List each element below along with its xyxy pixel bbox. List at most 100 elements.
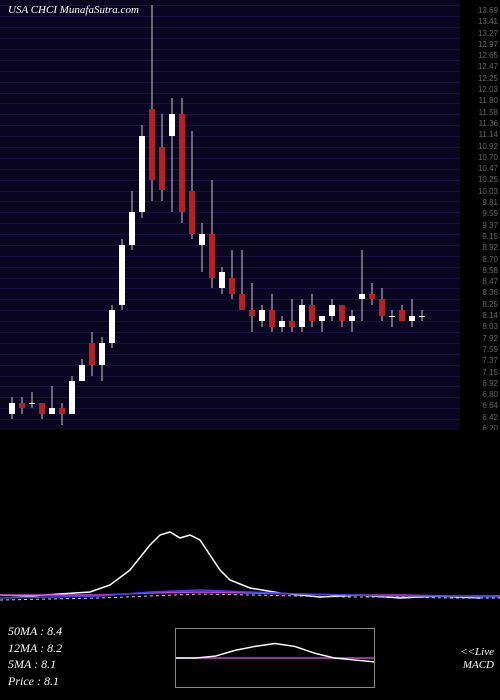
price-label: 10.70 [478, 153, 498, 162]
price-label: 13.69 [478, 6, 498, 15]
candle [268, 0, 276, 430]
price-label: 8.92 [482, 243, 498, 252]
candle [88, 0, 96, 430]
candle [138, 0, 146, 430]
price-label: 6.80 [482, 390, 498, 399]
separator-area [0, 430, 500, 510]
price-label: 12.03 [478, 85, 498, 94]
candle [408, 0, 416, 430]
candle [188, 0, 196, 430]
candle [58, 0, 66, 430]
candle [418, 0, 426, 430]
price-label: 6.64 [482, 401, 498, 410]
price-label: 10.47 [478, 164, 498, 173]
ma5-label: 5MA : [8, 657, 38, 671]
candle [78, 0, 86, 430]
live-macd-label: <<Live MACD [460, 646, 494, 672]
price-axis-labels: 13.69 13.41 13.27 12.97 12.65 12.47 12.25 12.03… [462, 0, 498, 430]
price-label: 13.27 [478, 29, 498, 38]
ma12-label: 12MA : [8, 641, 44, 655]
candle [178, 0, 186, 430]
moving-average-info: 50MA : 8.4 12MA : 8.2 5MA : 8.1 Price : … [8, 623, 62, 690]
candle [148, 0, 156, 430]
candle [368, 0, 376, 430]
candle [248, 0, 256, 430]
candlestick-chart [0, 0, 460, 430]
candle [128, 0, 136, 430]
candle [378, 0, 386, 430]
price-label: 7.15 [482, 368, 498, 377]
candle [118, 0, 126, 430]
price-label: 10.03 [478, 187, 498, 196]
ma12-value: 8.2 [47, 641, 62, 655]
price-label: 7.59 [482, 345, 498, 354]
price-label: 6.42 [482, 413, 498, 422]
candle [158, 0, 166, 430]
price-label: 11.80 [479, 96, 498, 105]
ma5-value: 8.1 [41, 657, 56, 671]
price-label: 9.59 [482, 209, 498, 218]
candle [198, 0, 206, 430]
stock-chart-container: USA CHCI MunafaSutra.com 13.69 13.41 13.27… [0, 0, 500, 700]
price-label: 13.41 [478, 17, 498, 26]
candle [18, 0, 26, 430]
price-label: 9.15 [482, 232, 498, 241]
price-label: Price : [8, 674, 41, 688]
candle [258, 0, 266, 430]
price-label: 9.81 [482, 198, 498, 207]
candle [308, 0, 316, 430]
candle [8, 0, 16, 430]
candle [358, 0, 366, 430]
price-label: 12.47 [478, 62, 498, 71]
source-label: MunafaSutra.com [60, 4, 139, 16]
candle [388, 0, 396, 430]
candle [318, 0, 326, 430]
candle [168, 0, 176, 430]
price-label: 11.58 [479, 108, 498, 117]
price-label: 6.92 [482, 379, 498, 388]
candle [338, 0, 346, 430]
candle [348, 0, 356, 430]
candle [238, 0, 246, 430]
live-label-line1: <<Live [460, 646, 494, 659]
ma50-label: 50MA : [8, 624, 44, 638]
price-label: 10.92 [478, 142, 498, 151]
price-label: 8.47 [482, 277, 498, 286]
candle [108, 0, 116, 430]
chart-header: USA CHCI MunafaSutra.com [8, 4, 139, 16]
candle [278, 0, 286, 430]
candle [38, 0, 46, 430]
ticker-label: USA CHCI [8, 4, 57, 16]
price-label: 7.92 [482, 334, 498, 343]
price-label: 9.37 [482, 221, 498, 230]
price-label: 12.97 [478, 40, 498, 49]
price-label: 8.36 [482, 288, 498, 297]
price-label: 12.65 [478, 51, 498, 60]
price-label: 10.25 [478, 175, 498, 184]
candle [48, 0, 56, 430]
price-value: 8.1 [44, 674, 59, 688]
price-label: 7.37 [482, 356, 498, 365]
candle [98, 0, 106, 430]
candle [228, 0, 236, 430]
candle [218, 0, 226, 430]
candle [398, 0, 406, 430]
price-label: 8.70 [482, 255, 498, 264]
candle [298, 0, 306, 430]
candle [208, 0, 216, 430]
live-label-line2: MACD [460, 659, 494, 672]
candle [288, 0, 296, 430]
macd-indicator-chart [0, 510, 500, 630]
price-label: 8.58 [482, 266, 498, 275]
price-label: 12.25 [478, 74, 498, 83]
candle [328, 0, 336, 430]
price-label: 8.25 [482, 300, 498, 309]
macd-inset-chart [175, 628, 375, 688]
price-label: 8.14 [482, 311, 498, 320]
candle [68, 0, 76, 430]
price-label: 11.14 [479, 130, 498, 139]
price-label: 11.36 [479, 119, 498, 128]
price-label: 8.03 [482, 322, 498, 331]
candle [28, 0, 36, 430]
ma50-value: 8.4 [47, 624, 62, 638]
